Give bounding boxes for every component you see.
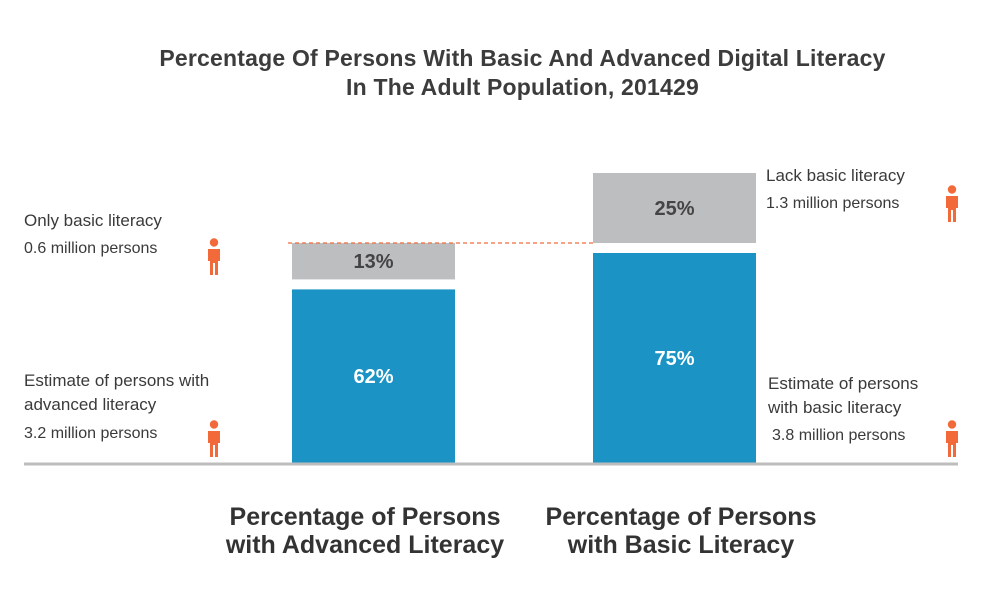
annotation-lack-basic-text: Lack basic literacy <box>766 166 905 185</box>
chart-title: Percentage Of Persons With Basic And Adv… <box>0 44 1000 102</box>
person-icon <box>208 238 220 275</box>
category-label-basic: Percentage of Persons with Basic Literac… <box>528 503 834 559</box>
annotation-advanced-estimate-count: 3.2 million persons <box>24 425 158 442</box>
bar-value-label: 13% <box>353 251 393 273</box>
category-label-advanced-line2: with Advanced Literacy <box>225 531 505 559</box>
annotation-advanced-estimate: Estimate of persons with advanced litera… <box>24 369 209 446</box>
category-label-advanced-line1: Percentage of Persons <box>229 503 501 531</box>
bar-segment-primary <box>593 253 756 463</box>
category-label-basic-line1: Percentage of Persons <box>545 503 817 531</box>
annotation-lack-basic: Lack basic literacy 1.3 million persons <box>766 164 905 216</box>
annotation-only-basic: Only basic literacy 0.6 million persons <box>24 209 162 261</box>
bar-segment-secondary <box>593 173 756 243</box>
chart-title-line1: Percentage Of Persons With Basic And Adv… <box>159 45 886 71</box>
person-icon <box>946 185 958 222</box>
bar-segment-primary <box>292 289 455 463</box>
category-label-advanced: Percentage of Persons with Advanced Lite… <box>212 503 518 559</box>
bar-value-label: 25% <box>654 198 694 220</box>
annotation-advanced-estimate-line1: Estimate of persons with <box>24 371 210 390</box>
person-icon <box>208 420 220 457</box>
annotation-basic-estimate-line1: Estimate of persons <box>768 374 919 393</box>
annotation-lack-basic-count: 1.3 million persons <box>766 195 900 212</box>
bar-value-label: 62% <box>353 366 393 388</box>
person-icon <box>946 420 958 457</box>
category-label-basic-line2: with Basic Literacy <box>567 531 795 559</box>
annotation-basic-estimate: Estimate of persons with basic literacy … <box>768 372 918 448</box>
bar-value-label: 75% <box>654 348 694 370</box>
annotation-only-basic-count: 0.6 million persons <box>24 240 158 257</box>
annotation-basic-estimate-line2: with basic literacy <box>768 398 902 417</box>
annotation-basic-estimate-count: 3.8 million persons <box>772 427 906 444</box>
annotation-advanced-estimate-line2: advanced literacy <box>24 395 157 414</box>
chart-title-line2: In The Adult Population, 201429 <box>346 74 699 100</box>
annotation-only-basic-text: Only basic literacy <box>24 211 162 230</box>
bar-segment-secondary <box>292 243 455 280</box>
